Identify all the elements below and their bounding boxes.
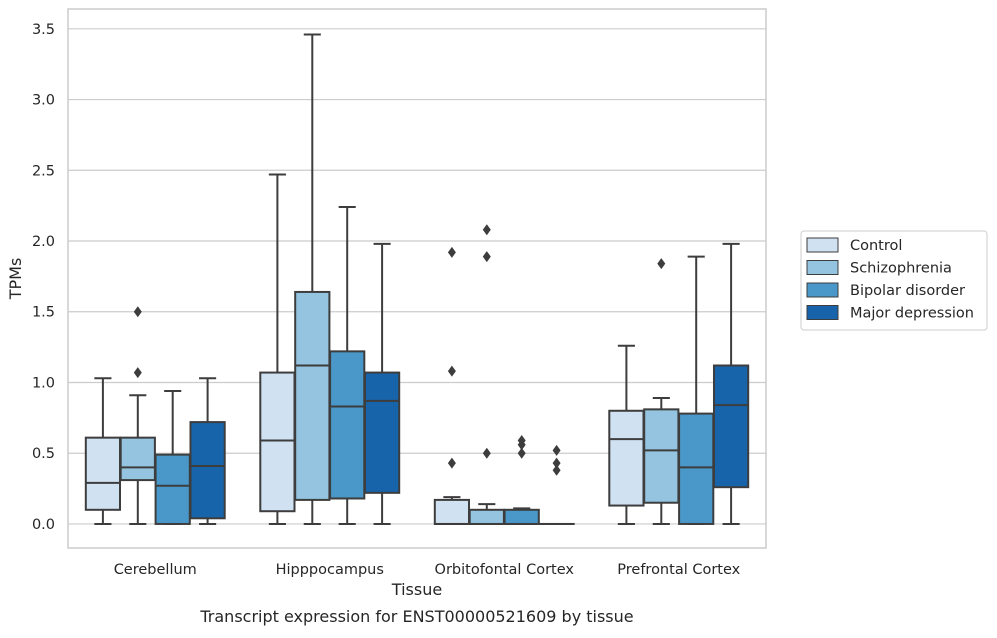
x-tick-label: Prefrontal Cortex	[617, 562, 740, 578]
outlier-marker	[553, 445, 561, 456]
outlier-marker	[134, 306, 142, 317]
box-bipolar-disorder	[679, 257, 713, 524]
y-tick-labels: 0.0 0.5 1.0 1.5 2.0 2.5 3.0 3.5	[32, 22, 55, 533]
legend-swatch	[807, 238, 838, 252]
outlier-marker	[657, 258, 665, 269]
outlier-marker	[448, 247, 456, 258]
box-iqr	[156, 455, 190, 524]
box-schizophrenia	[121, 306, 155, 524]
outlier-marker	[483, 224, 491, 235]
box-iqr	[260, 373, 294, 512]
outlier-marker	[448, 366, 456, 377]
boxes	[86, 34, 748, 523]
legend-label: Bipolar disorder	[850, 283, 965, 299]
box-schizophrenia	[644, 258, 678, 524]
box-iqr	[330, 351, 364, 498]
box-major-depression	[190, 378, 224, 524]
legend: Control Schizophrenia Bipolar disorder Majo…	[801, 231, 987, 330]
legend-label: Schizophrenia	[850, 261, 952, 277]
box-iqr	[470, 510, 504, 524]
box-iqr	[190, 422, 224, 518]
box-schizophrenia	[295, 34, 329, 523]
outlier-marker	[483, 448, 491, 459]
box-iqr	[86, 438, 120, 510]
box-iqr	[121, 438, 155, 480]
x-tick-labels: Cerebellum Hipppocampus Orbitofontal Corte…	[114, 562, 741, 578]
y-tick-label: 3.5	[32, 22, 55, 38]
chart-caption: Transcript expression for ENST0000052160…	[199, 607, 633, 626]
x-tick-label: Hipppocampus	[276, 562, 384, 578]
box-iqr	[644, 409, 678, 502]
box-bipolar-disorder	[330, 207, 364, 524]
y-tick-label: 2.0	[32, 234, 55, 250]
box-major-depression	[365, 244, 399, 524]
y-axis-label: TPMs	[6, 258, 25, 301]
legend-swatch	[807, 283, 838, 297]
box-iqr	[295, 292, 329, 500]
box-bipolar-disorder	[505, 435, 539, 524]
y-tick-label: 1.0	[32, 375, 55, 391]
y-tick-label: 3.0	[32, 93, 55, 109]
box-iqr	[609, 411, 643, 506]
box-major-depression	[539, 445, 573, 524]
x-tick-label: Orbitofontal Cortex	[435, 562, 575, 578]
box-iqr	[505, 510, 539, 524]
box-iqr	[365, 373, 399, 493]
legend-swatch	[807, 306, 838, 320]
box-control	[435, 247, 469, 524]
x-axis-label: Tissue	[391, 580, 442, 599]
box-control	[260, 175, 294, 524]
box-control	[609, 346, 643, 524]
legend-label: Control	[850, 238, 902, 254]
box-bipolar-disorder	[156, 391, 190, 524]
y-tick-label: 0.5	[32, 446, 55, 462]
outlier-marker	[448, 458, 456, 469]
box-control	[86, 378, 120, 524]
box-iqr	[714, 366, 748, 488]
box-iqr	[679, 414, 713, 524]
legend-swatch	[807, 261, 838, 275]
x-tick-label: Cerebellum	[114, 562, 197, 578]
box-iqr	[435, 500, 469, 524]
outlier-marker	[483, 251, 491, 262]
y-tick-label: 0.0	[32, 517, 55, 533]
outlier-marker	[134, 367, 142, 378]
y-tick-label: 2.5	[32, 163, 55, 179]
box-major-depression	[714, 244, 748, 524]
box-schizophrenia	[470, 224, 504, 524]
y-tick-label: 1.5	[32, 305, 55, 321]
legend-label: Major depression	[850, 306, 974, 322]
outlier-marker	[553, 458, 561, 469]
